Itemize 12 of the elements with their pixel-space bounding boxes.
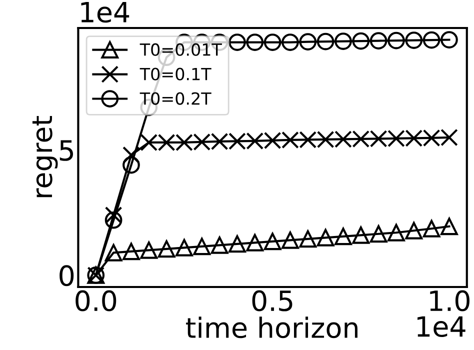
legend-label: T0=0.2T (140, 92, 212, 105)
x-tick-label: 0.0 (76, 290, 116, 312)
x-tick-label: 1.0 (430, 290, 470, 312)
y-axis-title: regret (32, 116, 58, 198)
legend-label: T0=0.01T (140, 43, 222, 56)
x-axis-title: time horizon (186, 316, 358, 338)
text: 1e4 (81, 2, 130, 23)
x-tick-label: 0.5 (252, 290, 292, 312)
legend-label: T0=0.1T (140, 68, 212, 80)
text: 1e4 (418, 316, 466, 337)
y-tick-label: 0 (60, 265, 74, 286)
y-tick-label: 5 (60, 140, 74, 161)
